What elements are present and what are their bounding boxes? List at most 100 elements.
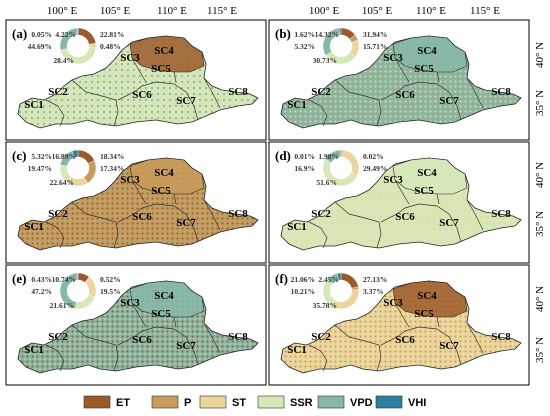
lon-label-left-3: 110° E bbox=[157, 5, 187, 17]
subregion-boundary bbox=[131, 302, 147, 328]
panel-label: (a) bbox=[12, 26, 27, 41]
donut-pct-label: 5.32% bbox=[294, 42, 315, 51]
lat-label-row3-35: 35° N bbox=[534, 337, 546, 363]
subregion-boundary bbox=[45, 221, 65, 249]
region-label-sc6: SC6 bbox=[395, 334, 415, 346]
subregion-boundary bbox=[380, 326, 462, 366]
subregion-boundary bbox=[308, 99, 328, 127]
legend-label-vpd: VPD bbox=[350, 397, 373, 409]
donut-pct-label: 16.89% bbox=[52, 152, 76, 161]
donut-chart bbox=[59, 272, 97, 310]
region-label-sc1: SC1 bbox=[24, 344, 44, 356]
donut-pct-label: 0.43% bbox=[31, 275, 52, 284]
donut-pct-label: 47.2% bbox=[31, 287, 52, 296]
lat-label-row2-40: 40° N bbox=[534, 162, 546, 188]
subregion-boundary bbox=[334, 324, 382, 372]
region-label-sc7: SC7 bbox=[439, 95, 459, 107]
panel-label: (e) bbox=[12, 271, 26, 286]
north-loop-area bbox=[129, 280, 205, 318]
region-label-sc1: SC1 bbox=[24, 221, 44, 233]
region-label-sc5: SC5 bbox=[151, 308, 171, 320]
donut-pct-label: 21.06% bbox=[291, 275, 315, 284]
donut-pct-label: 27.13% bbox=[363, 275, 387, 284]
region-label-sc1: SC1 bbox=[287, 221, 307, 233]
legend-swatch-st bbox=[199, 395, 227, 409]
donut-pct-label: 30.73% bbox=[313, 56, 337, 65]
region-label-sc5: SC5 bbox=[414, 308, 434, 320]
region-label-sc1: SC1 bbox=[287, 344, 307, 356]
subregion-boundary bbox=[436, 71, 440, 83]
subregion-boundary bbox=[466, 77, 484, 109]
region-label-sc2: SC2 bbox=[311, 208, 331, 220]
subregion-boundary bbox=[117, 81, 199, 121]
legend-swatch-vpd bbox=[317, 395, 345, 409]
donut-pct-label: 18.34% bbox=[100, 152, 124, 161]
donut-pct-label: 17.34% bbox=[100, 164, 124, 173]
subregion-boundary bbox=[394, 302, 410, 328]
donut-slice-vhi bbox=[338, 27, 342, 36]
panel-f: (f) SC1 SC2 SC3 SC4 SC5 SC6 SC7 SC8 21.06% 2.45% 27… bbox=[275, 271, 522, 374]
panels-layer: (a) SC1 SC2 SC3 SC4 SC5 SC6 SC7 SC8 0.05% 4.22% 22.… bbox=[12, 26, 522, 374]
lon-label-right-2: 105° E bbox=[362, 5, 393, 17]
subregion-boundary bbox=[45, 344, 65, 372]
subregion-boundary bbox=[173, 193, 177, 205]
region-label-sc7: SC7 bbox=[439, 340, 459, 352]
lon-label-right-4: 115° E bbox=[470, 5, 500, 17]
donut-pct-label: 4.22% bbox=[55, 30, 76, 39]
region-label-sc3: SC3 bbox=[120, 174, 140, 186]
region-label-sc4: SC4 bbox=[154, 290, 174, 302]
region-label-sc5: SC5 bbox=[151, 63, 171, 75]
donut-pct-label: 0.02% bbox=[363, 152, 384, 161]
donut-pct-label: 22.81% bbox=[100, 30, 124, 39]
region-label-sc6: SC6 bbox=[395, 89, 415, 101]
donut-pct-label: 29.49% bbox=[363, 164, 387, 173]
region-label-sc1: SC1 bbox=[287, 99, 307, 111]
north-loop-area bbox=[129, 35, 205, 73]
donut-slice-vhi bbox=[71, 149, 79, 158]
lat-label-row1-40: 40° N bbox=[534, 42, 546, 68]
subregion-boundary bbox=[334, 79, 382, 127]
donut-pct-label: 10.74% bbox=[52, 275, 76, 284]
subregion-boundary bbox=[308, 344, 328, 372]
subregion-boundary bbox=[117, 326, 199, 366]
donut-slice-et bbox=[340, 272, 359, 289]
donut-pct-label: 19.5% bbox=[100, 287, 121, 296]
subregion-boundary bbox=[71, 324, 119, 372]
donut-pct-label: 51.6% bbox=[316, 178, 337, 187]
lon-label-left-4: 115° E bbox=[207, 5, 237, 17]
subregion-boundary bbox=[394, 179, 410, 205]
region-label-sc8: SC8 bbox=[228, 86, 248, 98]
donut-pct-label: 35.78% bbox=[313, 301, 337, 310]
subregion-boundary bbox=[173, 71, 177, 83]
region-label-sc2: SC2 bbox=[48, 86, 68, 98]
lat-label-row2-35: 35° N bbox=[534, 211, 546, 237]
region-label-sc3: SC3 bbox=[120, 52, 140, 64]
region-label-sc5: SC5 bbox=[151, 185, 171, 197]
panel-d: (d) SC1 SC2 SC3 SC4 SC5 SC6 SC7 SC8 0.01% 1.98% 0.0… bbox=[275, 148, 522, 251]
legend-swatch-p bbox=[151, 395, 179, 409]
lon-label-right-1: 100° E bbox=[309, 5, 340, 17]
panel-label: (b) bbox=[275, 26, 291, 41]
right-axis-labels: 40° N 35° N 40° N 35° N 40° N 35° N bbox=[534, 42, 546, 363]
legend-swatch-ssr bbox=[257, 395, 285, 409]
region-label-sc2: SC2 bbox=[48, 208, 68, 220]
donut-chart bbox=[59, 27, 97, 65]
north-loop-area bbox=[129, 157, 205, 195]
region-label-sc4: SC4 bbox=[154, 45, 174, 57]
panel-label: (c) bbox=[12, 148, 26, 163]
legend: ET P ST SSR VPD VHI bbox=[83, 395, 426, 409]
donut-slice-vhi bbox=[77, 27, 79, 36]
subregion-boundary bbox=[203, 199, 221, 231]
donut-pct-label: 44.69% bbox=[28, 42, 52, 51]
subregion-boundary bbox=[308, 221, 328, 249]
panel-b: (b) SC1 SC2 SC3 SC4 SC5 SC6 SC7 SC8 1.62% 14.32% 31… bbox=[275, 26, 522, 129]
donut-pct-label: 21.61% bbox=[50, 301, 74, 310]
donut-chart bbox=[322, 149, 360, 187]
region-label-sc6: SC6 bbox=[132, 334, 152, 346]
lon-label-right-3: 110° E bbox=[416, 5, 446, 17]
donut-pct-label: 19.47% bbox=[28, 164, 52, 173]
subregion-boundary bbox=[71, 79, 119, 127]
top-axis-labels: 100° E 105° E 110° E 115° E 100° E 105° … bbox=[47, 5, 500, 17]
donut-pct-label: 22.64% bbox=[50, 178, 74, 187]
